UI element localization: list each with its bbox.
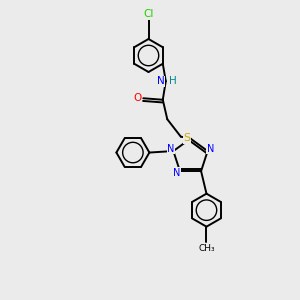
Text: H: H	[169, 76, 176, 86]
Text: N: N	[157, 76, 164, 86]
Text: S: S	[183, 133, 190, 143]
Text: N: N	[173, 168, 181, 178]
Text: Cl: Cl	[143, 9, 154, 20]
Text: N: N	[207, 144, 214, 154]
Text: CH₃: CH₃	[198, 244, 215, 253]
Text: N: N	[167, 144, 175, 154]
Text: O: O	[133, 93, 141, 103]
